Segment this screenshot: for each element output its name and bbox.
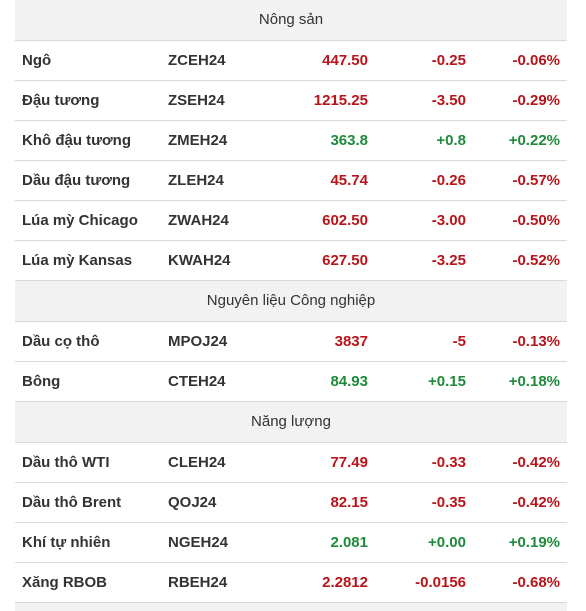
price-value: 363.8 [330, 132, 368, 149]
price-value: 45.74 [330, 172, 368, 189]
table-row[interactable]: Dầu thô WTI CLEH24 77.49 -0.33 -0.42% [15, 443, 567, 483]
table-row[interactable]: Dầu đậu tương ZLEH24 45.74 -0.26 -0.57% [15, 161, 567, 201]
commodity-name: Dầu đậu tương [22, 172, 131, 189]
table-row[interactable]: Lúa mỳ Chicago ZWAH24 602.50 -3.00 -0.50… [15, 201, 567, 241]
commodity-name: Dầu thô WTI [22, 454, 110, 471]
price-value: 77.49 [330, 454, 368, 471]
change-value: +0.00 [428, 534, 466, 551]
contract-code: KWAH24 [168, 252, 231, 269]
contract-code: CLEH24 [168, 454, 226, 471]
price-value: 2.081 [330, 534, 368, 551]
commodity-name: Xăng RBOB [22, 574, 108, 591]
commodity-name: Bông [22, 373, 61, 390]
contract-code: ZMEH24 [168, 132, 228, 149]
commodity-name: Lúa mỳ Chicago [22, 212, 138, 229]
table-row[interactable]: Ngô ZCEH24 447.50 -0.25 -0.06% [15, 41, 567, 81]
change-value: -5 [452, 333, 466, 350]
change-value: -3.50 [431, 92, 466, 109]
contract-code: RBEH24 [168, 574, 228, 591]
section-header-agriculture: Nông sản [15, 0, 567, 41]
contract-code: ZWAH24 [168, 212, 229, 229]
commodity-name: Khí tự nhiên [22, 534, 111, 551]
change-percent: +0.22% [508, 132, 560, 149]
table-row[interactable]: Khô đậu tương ZMEH24 363.8 +0.8 +0.22% [15, 121, 567, 161]
change-percent: -0.52% [512, 252, 560, 269]
commodity-price-board: Nông sản Ngô ZCEH24 447.50 -0.25 -0.06% … [15, 0, 567, 611]
contract-code: NGEH24 [168, 534, 229, 551]
table-footer-divider [15, 603, 567, 611]
price-value: 82.15 [330, 494, 368, 511]
change-percent: +0.18% [508, 373, 560, 390]
section-header-energy: Năng lượng [15, 402, 567, 443]
table-row[interactable]: Xăng RBOB RBEH24 2.2812 -0.0156 -0.68% [15, 563, 567, 603]
commodity-name: Lúa mỳ Kansas [22, 252, 133, 269]
change-value: -0.26 [431, 172, 466, 189]
commodity-name: Ngô [22, 52, 52, 69]
price-value: 1215.25 [313, 92, 368, 109]
contract-code: ZCEH24 [168, 52, 226, 69]
contract-code: MPOJ24 [168, 333, 228, 350]
change-percent: -0.42% [512, 454, 560, 471]
change-value: -0.35 [431, 494, 466, 511]
commodity-name: Dầu cọ thô [22, 333, 100, 350]
commodity-name: Dầu thô Brent [22, 494, 122, 511]
change-percent: -0.57% [512, 172, 560, 189]
contract-code: CTEH24 [168, 373, 226, 390]
price-value: 3837 [334, 333, 368, 350]
section-header-industrial: Nguyên liệu Công nghiệp [15, 281, 567, 322]
change-value: -0.0156 [415, 574, 466, 591]
price-value: 602.50 [322, 212, 368, 229]
price-value: 447.50 [322, 52, 368, 69]
change-percent: -0.13% [512, 333, 560, 350]
change-value: -3.00 [431, 212, 466, 229]
price-value: 2.2812 [322, 574, 368, 591]
table-row[interactable]: Lúa mỳ Kansas KWAH24 627.50 -3.25 -0.52% [15, 241, 567, 281]
change-value: -0.33 [431, 454, 466, 471]
table-row[interactable]: Dầu thô Brent QOJ24 82.15 -0.35 -0.42% [15, 483, 567, 523]
commodity-name: Khô đậu tương [22, 132, 132, 149]
change-percent: -0.42% [512, 494, 560, 511]
table-row[interactable]: Đậu tương ZSEH24 1215.25 -3.50 -0.29% [15, 81, 567, 121]
contract-code: ZSEH24 [168, 92, 225, 109]
change-percent: -0.29% [512, 92, 560, 109]
change-percent: -0.06% [512, 52, 560, 69]
price-value: 84.93 [330, 373, 368, 390]
contract-code: ZLEH24 [168, 172, 224, 189]
table-row[interactable]: Khí tự nhiên NGEH24 2.081 +0.00 +0.19% [15, 523, 567, 563]
change-value: +0.15 [428, 373, 466, 390]
change-percent: -0.50% [512, 212, 560, 229]
contract-code: QOJ24 [168, 494, 217, 511]
change-percent: +0.19% [508, 534, 560, 551]
change-value: -0.25 [431, 52, 466, 69]
change-value: +0.8 [436, 132, 466, 149]
commodity-name: Đậu tương [22, 92, 100, 109]
change-value: -3.25 [431, 252, 466, 269]
table-row[interactable]: Dầu cọ thô MPOJ24 3837 -5 -0.13% [15, 322, 567, 362]
change-percent: -0.68% [512, 574, 560, 591]
table-row[interactable]: Bông CTEH24 84.93 +0.15 +0.18% [15, 362, 567, 402]
price-value: 627.50 [322, 252, 368, 269]
